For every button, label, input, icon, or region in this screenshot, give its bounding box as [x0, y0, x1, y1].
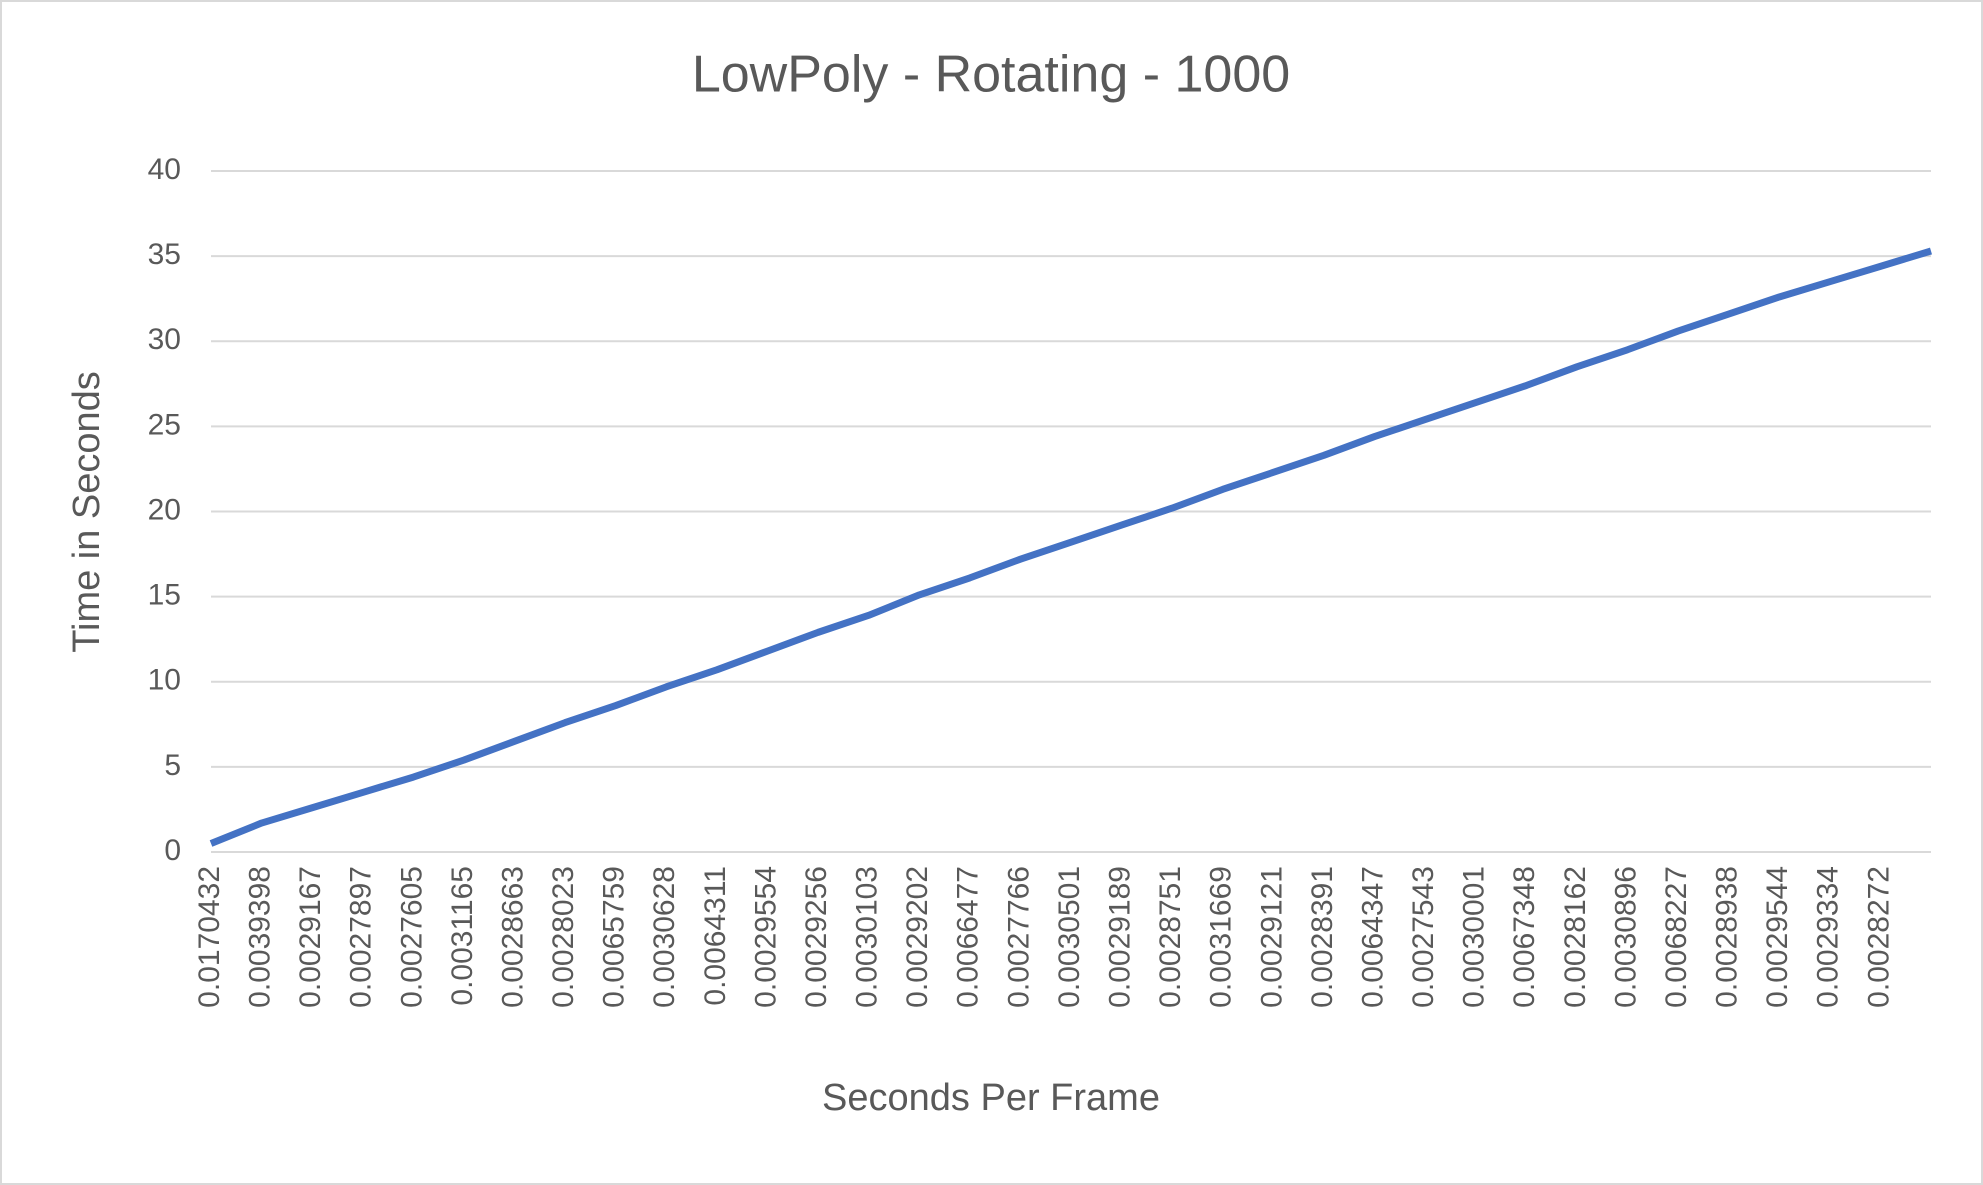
x-tick-label: 0.0029256 — [800, 866, 833, 1008]
x-tick-label: 0.0029202 — [901, 866, 934, 1008]
x-tick-label: 0.0027766 — [1002, 866, 1035, 1008]
x-tick-label: 0.0028938 — [1711, 866, 1744, 1008]
x-tick-label: 0.0029334 — [1812, 866, 1845, 1008]
x-tick-label: 0.0030103 — [851, 866, 884, 1008]
y-tick-label: 35 — [148, 238, 181, 271]
y-tick-label: 0 — [164, 834, 181, 867]
y-tick-label: 40 — [148, 153, 181, 186]
x-tick-label: 0.0066477 — [952, 866, 985, 1008]
y-tick-label: 15 — [148, 579, 181, 612]
x-tick-label: 0.0029167 — [294, 866, 327, 1008]
x-tick-label: 0.0028023 — [547, 866, 580, 1008]
x-tick-label: 0.0039398 — [244, 866, 277, 1008]
y-tick-label: 10 — [148, 664, 181, 697]
x-tick-label: 0.0027543 — [1407, 866, 1440, 1008]
line-series — [209, 247, 1933, 847]
x-tick-label: 0.0068227 — [1660, 866, 1693, 1008]
x-tick-label: 0.0030896 — [1609, 866, 1642, 1008]
x-tick-label: 0.0027605 — [395, 866, 428, 1008]
chart-title: LowPoly - Rotating - 1000 — [692, 46, 1290, 104]
x-tick-label: 0.0029544 — [1761, 866, 1794, 1008]
x-tick-label: 0.0028751 — [1154, 866, 1187, 1008]
x-tick-label: 0.0031165 — [446, 866, 479, 1006]
x-axis-title: Seconds Per Frame — [822, 1077, 1160, 1119]
x-tick-label: 0.0067348 — [1508, 866, 1541, 1008]
x-tick-label: 0.0028663 — [496, 866, 529, 1008]
x-tick-label: 0.0027897 — [345, 866, 378, 1008]
y-tick-label: 25 — [148, 408, 181, 441]
x-tick-label: 0.0028391 — [1306, 866, 1339, 1008]
x-tick-label: 0.0029189 — [1104, 866, 1137, 1008]
y-tick-label: 20 — [148, 493, 181, 526]
x-tick-label: 0.0028162 — [1559, 866, 1592, 1008]
y-axis-title: Time in Seconds — [66, 371, 108, 653]
x-tick-label: 0.0030501 — [1053, 866, 1086, 1008]
x-tick-label: 0.0030001 — [1458, 866, 1491, 1008]
x-tick-label: 0.0028272 — [1862, 866, 1895, 1008]
x-tick-label: 0.0170432 — [193, 866, 226, 1008]
x-tick-label: 0.0064347 — [1356, 866, 1389, 1008]
x-tick-label: 0.0029554 — [749, 866, 782, 1008]
x-tick-label: 0.0030628 — [648, 866, 681, 1008]
x-tick-label: 0.0064311 — [699, 866, 732, 1006]
x-tick-label: 0.0065759 — [598, 866, 631, 1008]
x-tick-label: 0.0029121 — [1255, 866, 1288, 1008]
y-tick-label: 30 — [148, 323, 181, 356]
y-tick-label: 5 — [164, 749, 181, 782]
x-tick-label: 0.0031669 — [1205, 866, 1238, 1008]
